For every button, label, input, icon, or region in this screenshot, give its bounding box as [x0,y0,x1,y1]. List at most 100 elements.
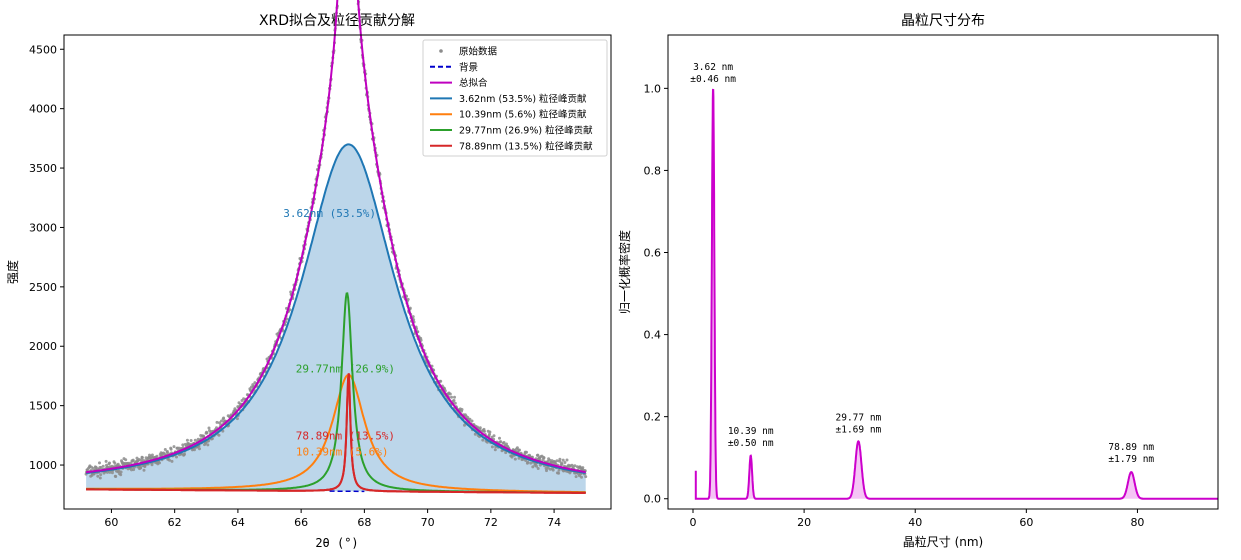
raw-data-point [101,464,105,468]
raw-data-point [531,465,535,469]
raw-data-point [536,467,540,470]
raw-data-point [492,434,496,438]
legend-entry: 原始数据 [459,46,498,58]
legend-entry: 3.62nm (53.5%) 粒径峰贡献 [459,93,587,105]
chart-title: 晶粒尺寸分布 [901,13,985,29]
raw-data-point [453,401,457,405]
raw-data-point [481,438,485,442]
raw-data-point [542,456,546,460]
raw-data-point [114,475,118,478]
y-tick-label: 4500 [29,43,57,56]
raw-data-point [558,457,562,461]
legend-entry: 背景 [459,61,478,73]
raw-data-point [108,461,111,465]
raw-data-point [488,430,492,434]
peak-label: 78.89 nm [1108,442,1154,453]
plot-frame [667,34,1219,510]
x-tick-label: 64 [231,516,245,529]
x-tick-label: 80 [1130,516,1144,529]
raw-data-point [453,395,456,399]
x-tick-label: 72 [484,516,498,529]
component-line-1 [86,373,586,494]
raw-data-point [526,460,530,464]
y-tick-label: 0.4 [644,329,662,342]
raw-data-point [140,456,144,460]
raw-data-point [189,439,193,442]
raw-data-point [452,399,456,402]
component-label: 78.89nm (13.5%) [296,430,395,443]
raw-data-point [207,426,211,430]
x-axis-label: 2θ (°) [315,536,358,550]
y-axis-label: 归一化概率密度 [617,230,632,314]
raw-data-point [206,443,210,447]
x-tick-label: 20 [797,516,811,529]
y-tick-label: 0.6 [644,247,662,260]
raw-data-point [99,473,103,477]
raw-data-point [490,445,494,449]
y-tick-label: 0.0 [644,493,662,506]
raw-data-point [529,461,533,465]
y-tick-label: 2500 [29,281,57,294]
raw-data-point [185,438,189,442]
y-tick-label: 0.2 [644,411,662,424]
raw-data-point [150,463,154,467]
raw-data-point [538,457,542,461]
component-fill [86,144,586,493]
raw-data-point [253,381,257,385]
raw-data-point [483,429,486,433]
plot-frame [63,34,612,510]
raw-data-point [555,459,559,463]
x-axis-label: 晶粒尺寸 (nm) [903,534,983,549]
x-axis: 60 62 64 66 68 70 72 74 [104,509,561,529]
raw-data-point [110,471,114,475]
y-tick-label: 1.0 [644,82,662,95]
raw-data-point [163,448,167,451]
raw-data-point [574,475,578,479]
x-tick-label: 70 [421,516,435,529]
component-label: 3.62nm (53.5%) [283,207,376,220]
raw-data-point [131,458,135,462]
raw-data-point [222,416,226,420]
xrd-fit-chart: XRD拟合及粒径贡献分解 3.62nm (53.5%)10.39nm (5.6%… [5,0,612,550]
raw-data-point [518,448,521,452]
y-axis: 0.0 0.2 0.4 0.6 0.8 1.0 [644,82,668,506]
component-label: 10.39nm (5.6%) [296,446,389,459]
raw-data-point [150,453,154,457]
raw-data-point [218,421,221,425]
raw-data-point [96,474,100,478]
raw-data-point [119,470,123,474]
raw-data-point [498,436,501,440]
raw-data-point [198,447,201,451]
raw-data-point [181,443,185,447]
x-tick-label: 60 [1019,516,1033,529]
raw-data-point [545,469,548,473]
raw-data-point [463,423,466,427]
raw-data-point [525,450,528,454]
legend-entry: 总拟合 [459,77,488,89]
raw-data-point [563,461,567,464]
x-tick-label: 74 [547,516,561,529]
raw-data-point [132,468,136,472]
raw-data-point [289,290,293,294]
raw-data-point [142,468,146,472]
raw-data-point [217,433,221,437]
raw-data-point [193,448,196,452]
peak-label: 29.77 nm [836,412,882,423]
raw-data-point [557,471,561,475]
raw-data-point [183,452,186,456]
raw-data-point [235,417,239,421]
raw-data-point [92,472,96,476]
raw-data-point [573,464,577,468]
raw-data-point [91,467,95,470]
raw-data-point [168,458,171,462]
y-tick-label: 3000 [29,221,57,234]
raw-data-point [172,445,176,449]
raw-data-point [450,395,453,399]
legend-box [422,39,608,157]
raw-data-point [478,426,482,430]
raw-data-point [155,454,159,458]
component-line-top [86,373,586,494]
